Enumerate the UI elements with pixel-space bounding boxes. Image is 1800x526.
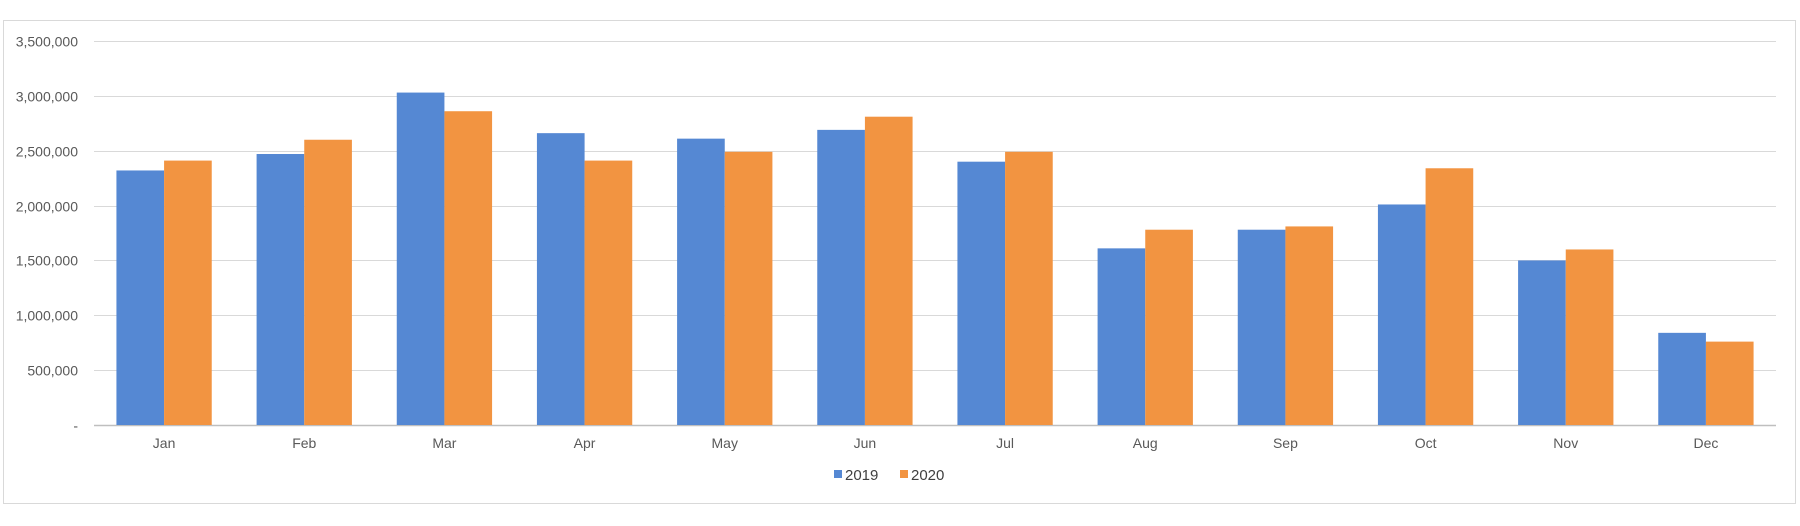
bar-2019-Apr: [536, 133, 585, 425]
bar-2020-Nov: [1565, 249, 1614, 425]
bar-2019-Nov: [1518, 260, 1566, 425]
y-tick-label: 2,500,000: [16, 144, 78, 160]
bar-2019-Mar: [396, 92, 445, 425]
bar-2019-Jun: [817, 129, 865, 425]
bar-2019-Oct: [1377, 204, 1426, 425]
y-tick-label: 2,000,000: [16, 199, 78, 215]
legend-label-2019: 2019: [845, 467, 878, 484]
bar-2019-Aug: [1097, 248, 1146, 425]
y-tick-label: 1,500,000: [16, 253, 78, 269]
x-tick-label: Nov: [1553, 435, 1578, 451]
y-tick-label: 3,500,000: [16, 34, 78, 50]
legend-swatch-2019: [834, 470, 842, 478]
y-tick-label: 500,000: [27, 363, 78, 379]
x-tick-label: Oct: [1415, 435, 1437, 451]
bar-2020-Jun: [864, 116, 913, 425]
bars: [116, 92, 1754, 426]
legend-label-2020: 2020: [911, 467, 944, 484]
legend: 2019 2020: [834, 467, 944, 484]
bar-2019-Dec: [1658, 332, 1706, 425]
bar-2020-Jan: [164, 160, 212, 425]
x-tick-label: May: [712, 435, 738, 451]
bar-2020-Feb: [304, 139, 352, 426]
bar-2020-Aug: [1145, 229, 1193, 425]
x-tick-label: Sep: [1273, 435, 1298, 451]
bar-2020-Oct: [1425, 168, 1474, 425]
x-tick-label: Jan: [153, 435, 176, 451]
bar-2020-Apr: [584, 160, 633, 425]
x-tick-label: Aug: [1133, 435, 1158, 451]
x-tick-label: Jun: [854, 435, 877, 451]
x-tick-label: Jul: [996, 435, 1014, 451]
x-tick-label: Dec: [1693, 435, 1718, 451]
bar-2020-Mar: [444, 111, 493, 425]
x-tick-label: Mar: [432, 435, 456, 451]
bar-2020-Jul: [1005, 151, 1053, 425]
y-tick-label: 3,000,000: [16, 89, 78, 105]
bar-2020-May: [724, 151, 773, 425]
x-tick-label: Feb: [292, 435, 316, 451]
x-axis-tick-labels: Jan Feb Mar Apr May Jun Jul Aug Sep Oct Nov Dec: [153, 435, 1719, 451]
bar-2019-Jan: [116, 170, 165, 425]
x-tick-label: Apr: [574, 435, 596, 451]
bar-2019-Jul: [957, 161, 1006, 425]
bar-2019-Sep: [1237, 229, 1286, 425]
y-axis-tick-labels: - 500,000 1,000,000 1,500,000 2,000,000 2,500…: [16, 34, 79, 434]
y-tick-label: 1,000,000: [16, 308, 78, 324]
bar-2020-Sep: [1285, 226, 1334, 425]
bar-2020-Dec: [1705, 341, 1754, 425]
legend-swatch-2020: [900, 470, 908, 478]
bar-2019-Feb: [256, 154, 305, 425]
y-tick-label: -: [73, 418, 78, 434]
bar-2019-May: [677, 138, 725, 425]
gridlines: [94, 41, 1776, 427]
